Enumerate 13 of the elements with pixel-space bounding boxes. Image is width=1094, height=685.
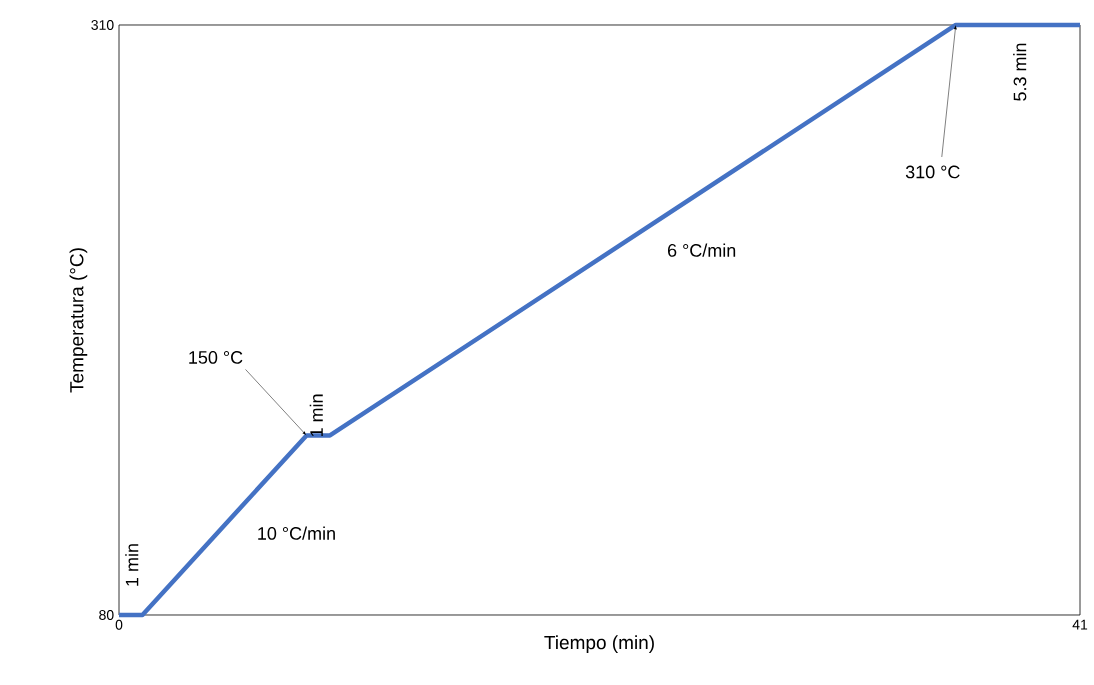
- y-axis-title: Temperatura (°C): [69, 248, 88, 393]
- x-axis-title: Tiempo (min): [544, 635, 654, 654]
- y-tick-label: 80: [99, 610, 114, 620]
- annotation: 310 °C: [905, 165, 960, 179]
- x-tick-label: 41: [1072, 619, 1088, 630]
- annotation: 1 min: [309, 394, 323, 437]
- annotation: 1 min: [125, 544, 139, 586]
- y-tick-label: 310: [91, 20, 114, 30]
- annotation: 5.3 min: [1013, 43, 1027, 101]
- annotation: 10 °C/min: [258, 526, 335, 540]
- annotation: 6 °C/min: [668, 243, 736, 257]
- x-tick-label: 0: [115, 619, 123, 630]
- annotation: 150 °C: [189, 351, 243, 364]
